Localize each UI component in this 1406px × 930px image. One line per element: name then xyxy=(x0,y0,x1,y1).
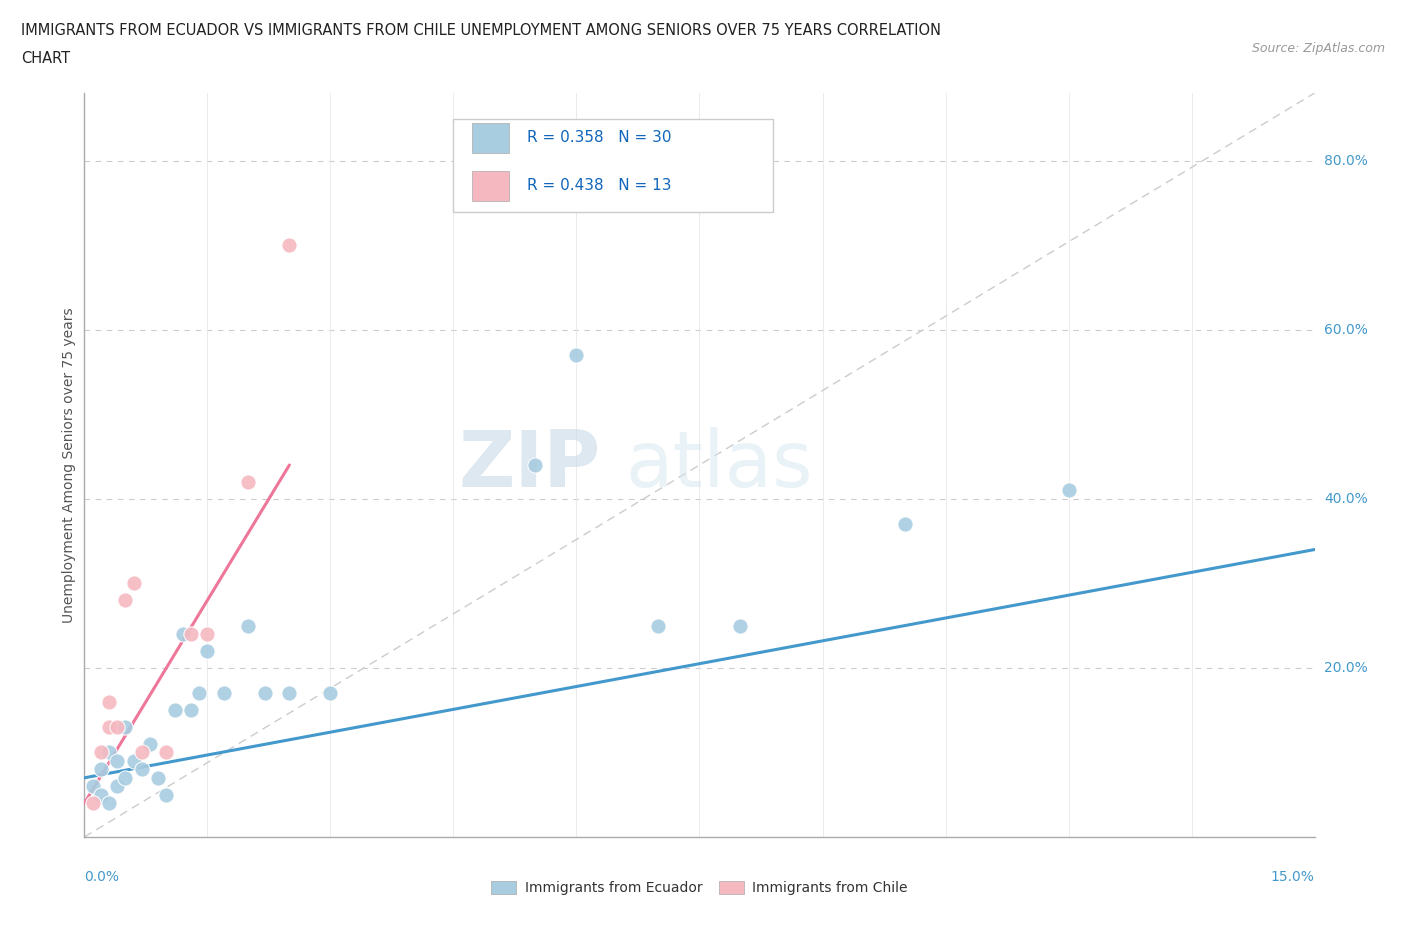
Text: atlas: atlas xyxy=(626,427,813,503)
Point xyxy=(98,796,120,811)
Point xyxy=(90,762,112,777)
Point xyxy=(90,788,112,803)
Point xyxy=(278,238,301,253)
Point xyxy=(98,745,120,760)
Point xyxy=(131,745,153,760)
Point xyxy=(278,685,301,700)
Text: 60.0%: 60.0% xyxy=(1324,323,1368,337)
Point xyxy=(730,618,752,633)
Point xyxy=(122,576,145,591)
Point xyxy=(893,517,915,532)
Text: Source: ZipAtlas.com: Source: ZipAtlas.com xyxy=(1251,42,1385,55)
Point xyxy=(148,770,170,785)
Text: CHART: CHART xyxy=(21,51,70,66)
Point xyxy=(197,644,219,658)
Legend: Immigrants from Ecuador, Immigrants from Chile: Immigrants from Ecuador, Immigrants from… xyxy=(485,876,914,901)
Point xyxy=(253,685,276,700)
Text: R = 0.438   N = 13: R = 0.438 N = 13 xyxy=(527,179,672,193)
Point xyxy=(212,685,235,700)
Point xyxy=(131,762,153,777)
Text: 40.0%: 40.0% xyxy=(1324,492,1368,506)
Point xyxy=(238,618,260,633)
Point xyxy=(82,778,104,793)
Point xyxy=(163,703,186,718)
Point xyxy=(114,592,136,607)
Point xyxy=(188,685,211,700)
Bar xyxy=(472,123,509,153)
Point xyxy=(1057,483,1080,498)
Point xyxy=(319,685,342,700)
Text: R = 0.358   N = 30: R = 0.358 N = 30 xyxy=(527,130,672,145)
Point xyxy=(98,720,120,735)
Point xyxy=(98,695,120,710)
Point xyxy=(82,796,104,811)
Text: IMMIGRANTS FROM ECUADOR VS IMMIGRANTS FROM CHILE UNEMPLOYMENT AMONG SENIORS OVER: IMMIGRANTS FROM ECUADOR VS IMMIGRANTS FR… xyxy=(21,23,941,38)
Point xyxy=(114,720,136,735)
Point xyxy=(238,474,260,489)
Point xyxy=(647,618,669,633)
Y-axis label: Unemployment Among Seniors over 75 years: Unemployment Among Seniors over 75 years xyxy=(62,307,76,623)
Bar xyxy=(472,171,509,201)
Point xyxy=(197,627,219,642)
Point xyxy=(105,753,128,768)
Point xyxy=(105,720,128,735)
Point xyxy=(180,703,202,718)
Point xyxy=(114,770,136,785)
Point xyxy=(524,458,547,472)
Point xyxy=(122,753,145,768)
Point xyxy=(565,348,588,363)
Text: 20.0%: 20.0% xyxy=(1324,661,1368,675)
Text: 0.0%: 0.0% xyxy=(84,870,120,884)
Point xyxy=(90,745,112,760)
Point xyxy=(105,778,128,793)
Point xyxy=(180,627,202,642)
FancyBboxPatch shape xyxy=(454,119,773,212)
Text: ZIP: ZIP xyxy=(458,427,602,503)
Point xyxy=(155,745,177,760)
Point xyxy=(172,627,194,642)
Text: 80.0%: 80.0% xyxy=(1324,153,1368,167)
Point xyxy=(139,737,162,751)
Text: 15.0%: 15.0% xyxy=(1271,870,1315,884)
Point xyxy=(155,788,177,803)
